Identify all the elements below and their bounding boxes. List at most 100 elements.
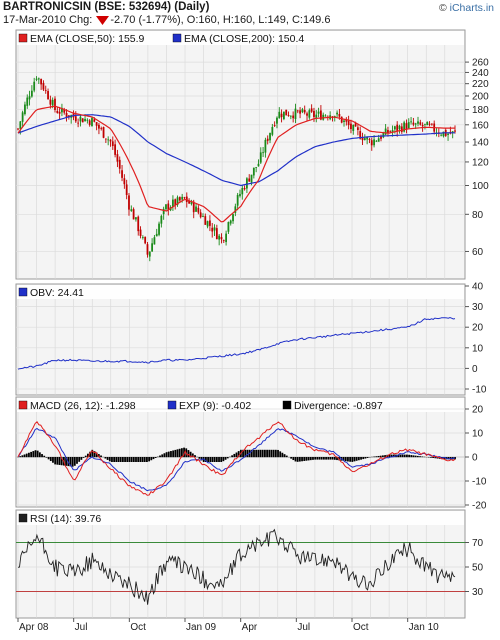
up-candle: [236, 194, 239, 206]
divergence-bar: [156, 456, 159, 458]
divergence-bar: [377, 455, 380, 458]
down-candle: [350, 123, 352, 130]
divergence-bar: [200, 457, 203, 461]
up-candle: [252, 167, 255, 176]
divergence-bar: [274, 449, 277, 458]
divergence-bar: [430, 457, 432, 458]
up-candle: [202, 216, 204, 217]
legend-label: EXP (9): -0.402: [179, 400, 251, 412]
down-candle: [102, 127, 105, 138]
legend-label: RSI (14): 39.76: [30, 513, 101, 525]
signal-line: [17, 427, 455, 492]
divergence-bar: [362, 457, 365, 460]
ema50-line: [17, 105, 455, 223]
up-candle: [308, 110, 311, 118]
up-candle: [407, 122, 410, 129]
up-candle: [255, 167, 258, 168]
y-tick-label: 50: [472, 563, 484, 574]
divergence-bar: [290, 457, 293, 459]
down-candle: [220, 237, 223, 240]
y-tick-label: 220: [472, 79, 489, 90]
down-candle: [313, 110, 315, 117]
divergence-bar: [331, 457, 334, 460]
divergence-bar: [244, 449, 247, 458]
down-candle: [95, 122, 98, 126]
up-candle: [158, 223, 160, 235]
up-candle: [190, 201, 193, 205]
down-candle: [199, 212, 202, 218]
up-candle: [84, 118, 86, 122]
down-candle: [81, 118, 84, 123]
down-candle: [347, 120, 350, 126]
divergence-bar: [60, 457, 63, 466]
divergence-bar: [373, 456, 376, 458]
divergence-bar: [111, 457, 113, 462]
x-tick-label: Jul: [75, 622, 88, 633]
legend-swatch: [18, 513, 28, 523]
down-candle: [338, 113, 341, 117]
up-candle: [414, 123, 417, 125]
down-candle: [387, 130, 389, 133]
up-candle: [195, 206, 197, 212]
divergence-bar: [419, 456, 421, 458]
down-candle: [405, 123, 408, 129]
divergence-bar: [355, 457, 358, 461]
x-tick-label: Jan 09: [186, 622, 216, 633]
divergence-bar: [270, 449, 273, 458]
down-candle: [139, 229, 142, 237]
divergence-bar: [364, 457, 367, 459]
down-candle: [303, 109, 306, 113]
up-candle: [160, 215, 163, 224]
down-candle: [111, 141, 114, 147]
up-candle: [153, 237, 156, 245]
divergence-bar: [93, 451, 96, 458]
down-candle: [266, 138, 269, 141]
down-candle: [109, 139, 112, 142]
down-candle: [146, 244, 149, 255]
divergence-bar: [45, 457, 48, 458]
up-candle: [148, 251, 151, 257]
change-value: -2.70 (-1.77%): [110, 14, 181, 26]
rsi-panel-legend-bg: [17, 511, 464, 525]
divergence-bar: [135, 457, 137, 462]
candles: [17, 76, 456, 262]
legend-swatch: [167, 400, 177, 410]
up-candle: [301, 109, 304, 113]
brand-logo[interactable]: © iCharts.in: [438, 2, 494, 14]
y-tick-label: -20: [472, 501, 487, 512]
divergence-bar: [141, 457, 144, 462]
up-candle: [86, 119, 89, 121]
divergence-bar: [329, 457, 332, 460]
up-candle: [141, 237, 144, 238]
down-candle: [310, 108, 313, 112]
divergence-bar: [117, 457, 120, 462]
divergence-bar: [187, 450, 190, 458]
down-candle: [296, 110, 299, 112]
down-candle: [42, 82, 45, 90]
up-candle: [426, 121, 429, 126]
up-candle: [181, 196, 184, 200]
legend-swatch: [18, 287, 28, 297]
divergence-bar: [130, 457, 133, 462]
down-candle: [116, 154, 119, 162]
divergence-bar: [268, 449, 271, 458]
up-candle: [384, 128, 387, 135]
down-candle: [396, 124, 399, 131]
up-candle: [24, 104, 26, 115]
divergence-bar: [327, 457, 330, 460]
divergence-bar: [69, 457, 72, 467]
y-tick-label: 180: [472, 105, 489, 116]
up-candle: [51, 99, 54, 106]
divergence-bar: [366, 457, 369, 458]
up-candle: [165, 204, 167, 210]
down-candle: [63, 109, 66, 113]
y-tick-label: 80: [472, 210, 484, 221]
divergence-bar: [237, 451, 240, 458]
divergence-bar: [406, 454, 408, 458]
divergence-bar: [281, 452, 284, 458]
up-candle: [363, 138, 366, 141]
divergence-bar: [38, 452, 41, 458]
up-candle: [21, 112, 24, 122]
down-candle: [400, 126, 403, 132]
divergence-bar: [224, 457, 227, 460]
